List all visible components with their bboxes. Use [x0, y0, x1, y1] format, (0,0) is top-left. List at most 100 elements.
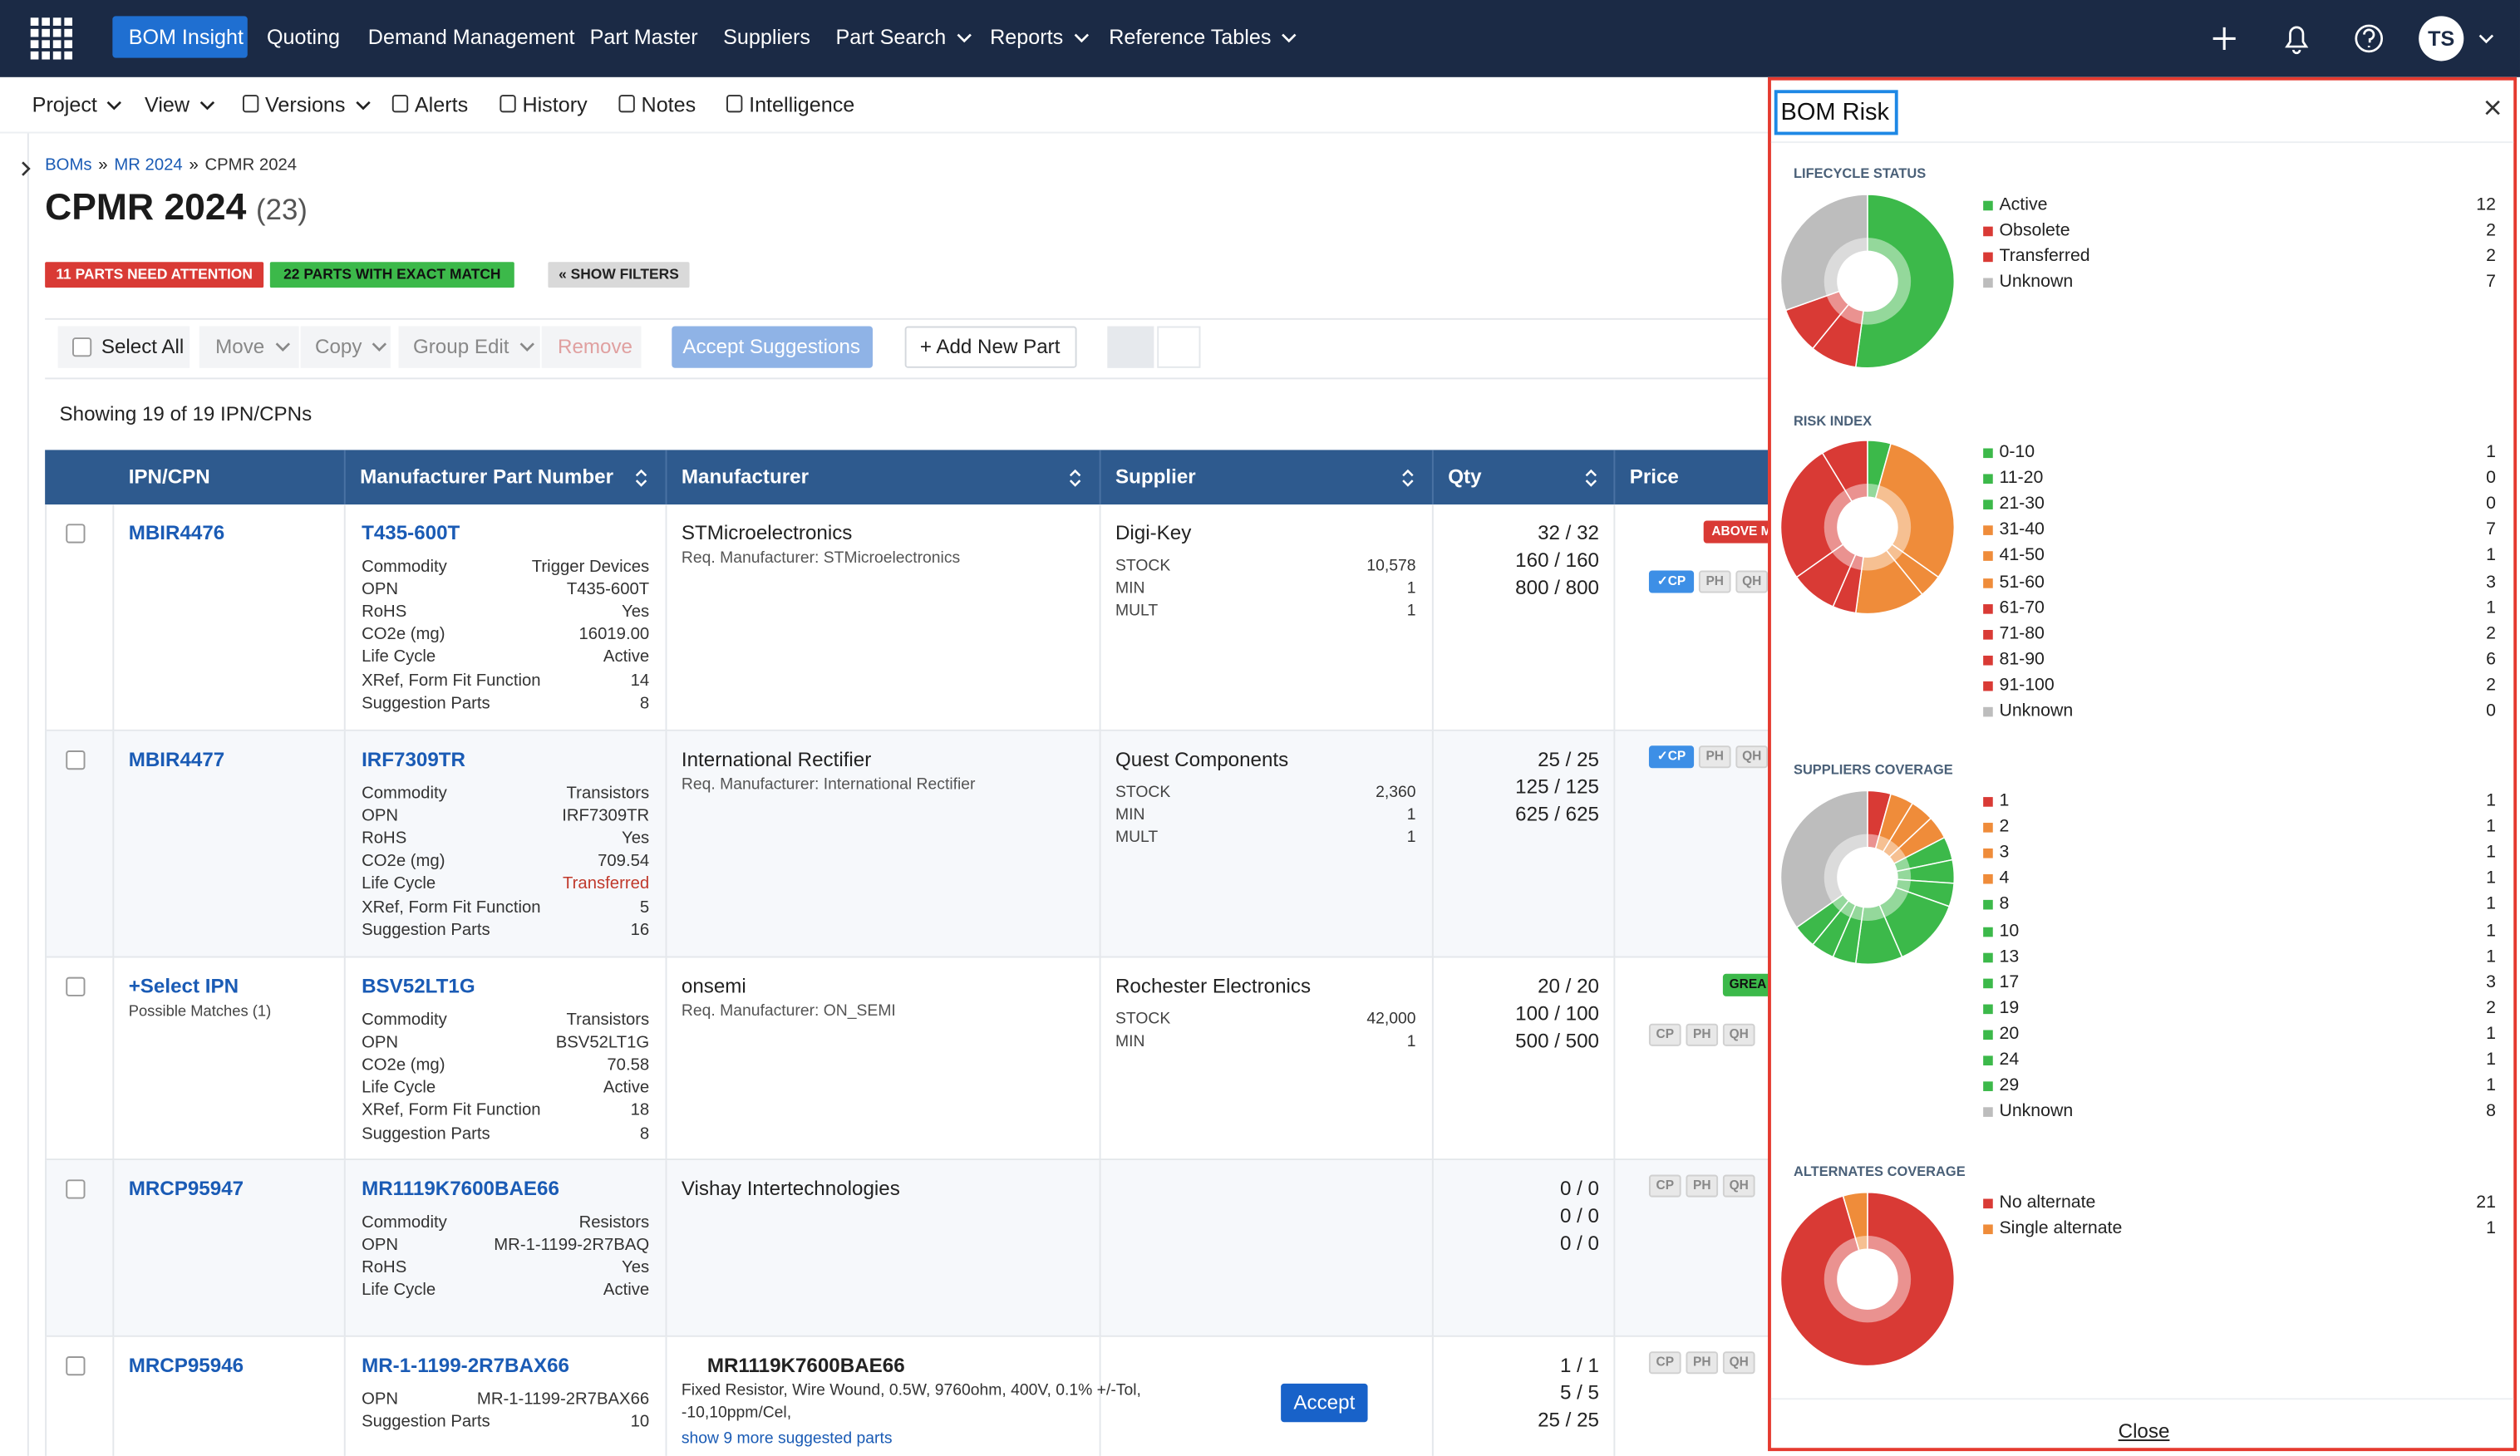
action-button[interactable]: Accept Suggestions [682, 335, 860, 358]
more-suggestions-link[interactable]: show 9 more suggested parts [681, 1429, 893, 1449]
accept-label[interactable]: Accept [1293, 1391, 1356, 1414]
attr-value: IRF7309TR [562, 806, 650, 826]
price-tag[interactable] [1686, 1023, 1719, 1046]
breadcrumb-item[interactable]: BOMs [45, 155, 92, 175]
expand-button[interactable] [1157, 326, 1201, 368]
row-checkbox[interactable] [66, 1179, 86, 1199]
toolbar-item[interactable]: View [145, 94, 217, 115]
price-tag-label: PH [1693, 1355, 1711, 1370]
price-tag[interactable] [1686, 1351, 1719, 1375]
add-part-button[interactable] [904, 326, 1077, 368]
price-tag[interactable] [1648, 1023, 1681, 1046]
close-icon[interactable] [2484, 100, 2500, 116]
sort-icon[interactable] [1400, 468, 1415, 487]
sort-icon[interactable] [633, 468, 649, 487]
cell-divider [1099, 504, 1101, 731]
toolbar-item[interactable]: Intelligence [749, 92, 855, 117]
action-button[interactable]: Move [215, 337, 292, 357]
toolbar-item[interactable]: History [522, 92, 588, 117]
price-tag[interactable] [1648, 1174, 1681, 1198]
legend-swatch [1983, 499, 1993, 510]
toolbar-item[interactable]: Alerts [414, 92, 469, 117]
breadcrumb-item: CPMR 2024 [204, 155, 298, 175]
ipn-link[interactable]: +Select IPN [128, 975, 239, 998]
legend-label: 4 [1999, 868, 2010, 888]
table-row [45, 730, 1769, 958]
column-header[interactable]: Manufacturer [681, 465, 809, 489]
nav-item[interactable]: Demand Management [367, 24, 575, 49]
action-button-bg[interactable] [541, 326, 642, 368]
price-tag[interactable] [1735, 745, 1769, 769]
column-header[interactable]: IPN/CPN [128, 465, 210, 489]
donut-slice [1854, 194, 1956, 369]
price-tag[interactable] [1686, 1174, 1719, 1198]
attr-key: Suggestion Parts [362, 1124, 490, 1144]
cell-divider [665, 504, 667, 731]
nav-item[interactable]: Reports [990, 27, 1090, 47]
nav-item[interactable]: Quoting [266, 24, 341, 49]
price-tag[interactable] [1735, 570, 1769, 593]
mpn-link[interactable]: BSV52LT1G [362, 975, 475, 998]
row-checkbox[interactable] [66, 524, 86, 544]
price-tag[interactable] [1648, 745, 1695, 769]
action-button[interactable]: + Add New Part [919, 335, 1061, 358]
legend-value: 1 [2486, 894, 2496, 915]
sort-icon[interactable] [1067, 468, 1083, 487]
nav-item[interactable]: BOM Insight [128, 24, 244, 49]
mpn-link[interactable]: MR-1-1199-2R7BAX66 [362, 1354, 569, 1377]
row-checkbox[interactable] [66, 976, 86, 996]
ipn-link[interactable]: MRCP95946 [128, 1354, 244, 1377]
avatar[interactable]: TS [2428, 26, 2455, 51]
nav-item[interactable]: Suppliers [723, 24, 810, 49]
legend-swatch [1983, 900, 1993, 911]
action-button[interactable]: Group Edit [413, 337, 536, 357]
price-tag[interactable] [1722, 1351, 1755, 1375]
price-tag[interactable] [1722, 1023, 1755, 1046]
app-logo[interactable] [29, 16, 74, 61]
action-button[interactable]: Copy [315, 337, 389, 357]
action-button[interactable]: Remove [557, 335, 632, 358]
attr-value: 70.58 [607, 1055, 650, 1075]
price-tag[interactable] [1698, 570, 1731, 593]
checkbox[interactable] [72, 337, 92, 357]
action-button-bg[interactable] [199, 326, 299, 368]
toolbar-item[interactable]: Notes [641, 92, 696, 117]
toolbar-item[interactable]: Project [32, 94, 125, 115]
collapse-button[interactable] [1107, 326, 1154, 368]
nav-item[interactable]: Part Master [589, 24, 698, 49]
breadcrumb-item[interactable]: MR 2024 [114, 155, 183, 175]
close-link[interactable]: Close [2118, 1419, 2170, 1443]
ipn-link[interactable]: MRCP95947 [128, 1177, 244, 1200]
price-tag-label: QH [1742, 573, 1762, 588]
legend-label: 71-80 [1999, 623, 2045, 643]
mpn-link[interactable]: MR1119K7600BAE66 [362, 1177, 559, 1200]
price-tag[interactable] [1648, 1351, 1681, 1375]
mpn-link[interactable]: IRF7309TR [362, 748, 466, 771]
row-checkbox[interactable] [66, 750, 86, 770]
row-checkbox[interactable] [66, 1356, 86, 1376]
price-tag[interactable] [1722, 1174, 1755, 1198]
column-header[interactable]: Price [1629, 465, 1679, 489]
accept-suggestions-button[interactable] [672, 326, 873, 368]
nav-item[interactable]: Part Search [836, 27, 974, 47]
supplier-attr-value: 1 [1406, 829, 1416, 848]
column-header[interactable]: Manufacturer Part Number [360, 465, 614, 489]
column-header[interactable]: Supplier [1115, 465, 1196, 489]
action-button[interactable]: Select All [101, 335, 185, 358]
attr-key: Commodity [362, 1213, 447, 1232]
supplier-attr-key: MULT [1115, 829, 1159, 848]
action-button-bg[interactable] [398, 326, 540, 368]
badge[interactable] [548, 262, 690, 288]
ipn-link[interactable]: MBIR4476 [128, 521, 225, 545]
price-tag[interactable] [1648, 570, 1695, 593]
column-header[interactable]: Qty [1448, 465, 1482, 489]
toolbar-item[interactable]: Versions [265, 94, 372, 115]
expand-icon[interactable] [8, 161, 36, 176]
price-tag[interactable] [1698, 745, 1731, 769]
accept-button[interactable] [1281, 1383, 1368, 1423]
nav-item[interactable]: Reference Tables [1109, 27, 1298, 47]
mpn-link[interactable]: T435-600T [362, 521, 460, 545]
ipn-link[interactable]: MBIR4477 [128, 748, 225, 771]
sort-icon[interactable] [1583, 468, 1599, 487]
nav-icons[interactable] [2202, 12, 2507, 64]
